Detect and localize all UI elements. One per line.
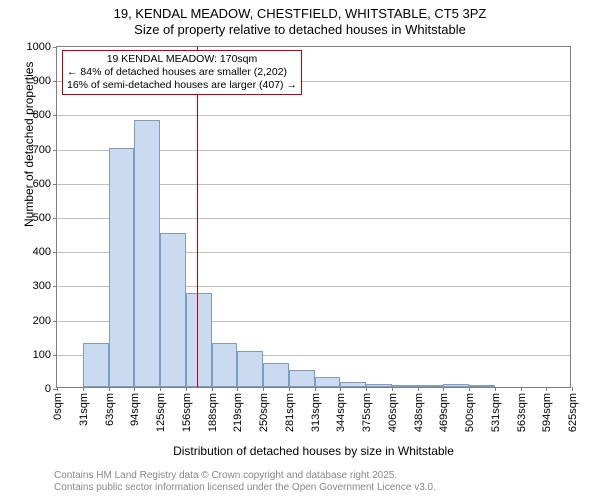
histogram-bar — [237, 351, 263, 387]
ytick-mark — [53, 286, 57, 287]
xtick-label: 219sqm — [232, 393, 244, 432]
xtick-mark — [495, 387, 496, 391]
ytick-label: 1000 — [27, 41, 51, 53]
ytick-mark — [53, 115, 57, 116]
xtick-label: 594sqm — [541, 393, 553, 432]
xtick-mark — [366, 387, 367, 391]
ytick-mark — [53, 81, 57, 82]
histogram-bar — [83, 343, 109, 387]
xtick-label: 281sqm — [284, 393, 296, 432]
xtick-label: 531sqm — [490, 393, 502, 432]
xtick-label: 188sqm — [207, 393, 219, 432]
ytick-label: 200 — [33, 315, 51, 327]
xtick-mark — [315, 387, 316, 391]
xtick-mark — [340, 387, 341, 391]
xtick-mark — [83, 387, 84, 391]
ytick-mark — [53, 321, 57, 322]
histogram-bar — [134, 120, 160, 387]
xtick-mark — [443, 387, 444, 391]
gridline — [57, 115, 570, 116]
ytick-mark — [53, 218, 57, 219]
xtick-mark — [289, 387, 290, 391]
xtick-label: 31sqm — [78, 393, 90, 426]
annotation-line: 16% of semi-detached houses are larger (… — [67, 79, 297, 92]
histogram-bar — [366, 384, 392, 387]
ytick-label: 0 — [45, 383, 51, 395]
xtick-mark — [546, 387, 547, 391]
page-title-address: 19, KENDAL MEADOW, CHESTFIELD, WHITSTABL… — [0, 6, 600, 22]
ytick-mark — [53, 150, 57, 151]
xtick-mark — [418, 387, 419, 391]
footer-line1: Contains HM Land Registry data © Crown c… — [54, 470, 436, 482]
marker-line — [197, 47, 198, 387]
x-axis-title: Distribution of detached houses by size … — [56, 444, 571, 458]
xtick-label: 156sqm — [181, 393, 193, 432]
xtick-label: 344sqm — [335, 393, 347, 432]
xtick-label: 563sqm — [516, 393, 528, 432]
ytick-label: 100 — [33, 349, 51, 361]
xtick-mark — [212, 387, 213, 391]
xtick-label: 438sqm — [413, 393, 425, 432]
histogram-bar — [418, 385, 444, 387]
xtick-mark — [186, 387, 187, 391]
xtick-mark — [109, 387, 110, 391]
xtick-label: 469sqm — [438, 393, 450, 432]
marker-annotation: 19 KENDAL MEADOW: 170sqm← 84% of detache… — [62, 50, 302, 95]
xtick-mark — [57, 387, 58, 391]
annotation-line: ← 84% of detached houses are smaller (2,… — [67, 66, 297, 79]
histogram-bar — [186, 293, 212, 387]
histogram-bar — [340, 382, 366, 387]
xtick-mark — [572, 387, 573, 391]
histogram-bar — [443, 384, 469, 387]
ytick-mark — [53, 47, 57, 48]
histogram-bar — [392, 385, 418, 387]
xtick-label: 500sqm — [464, 393, 476, 432]
histogram-bar — [315, 377, 341, 387]
xtick-label: 625sqm — [567, 393, 579, 432]
ytick-mark — [53, 355, 57, 356]
xtick-label: 0sqm — [52, 393, 64, 420]
xtick-mark — [160, 387, 161, 391]
xtick-mark — [263, 387, 264, 391]
ytick-label: 400 — [33, 246, 51, 258]
histogram-bar — [289, 370, 315, 387]
xtick-label: 125sqm — [155, 393, 167, 432]
xtick-label: 375sqm — [361, 393, 373, 432]
xtick-mark — [237, 387, 238, 391]
histogram-bar — [212, 343, 238, 387]
ytick-mark — [53, 184, 57, 185]
footer-attribution: Contains HM Land Registry data © Crown c… — [54, 470, 436, 494]
y-axis-title: Number of detached properties — [22, 207, 36, 227]
xtick-mark — [469, 387, 470, 391]
xtick-mark — [521, 387, 522, 391]
xtick-mark — [392, 387, 393, 391]
histogram-bar — [109, 148, 135, 387]
histogram-bar — [469, 385, 495, 387]
footer-line2: Contains public sector information licen… — [54, 482, 436, 494]
xtick-label: 250sqm — [258, 393, 270, 432]
histogram-bar — [160, 233, 186, 387]
xtick-mark — [134, 387, 135, 391]
xtick-label: 94sqm — [129, 393, 141, 426]
annotation-line: 19 KENDAL MEADOW: 170sqm — [67, 53, 297, 66]
ytick-mark — [53, 252, 57, 253]
ytick-label: 300 — [33, 280, 51, 292]
xtick-label: 313sqm — [310, 393, 322, 432]
xtick-label: 63sqm — [104, 393, 116, 426]
histogram-bar — [263, 363, 289, 387]
xtick-label: 406sqm — [387, 393, 399, 432]
histogram-plot: 010020030040050060070080090010000sqm31sq… — [56, 46, 571, 388]
page-title-sub: Size of property relative to detached ho… — [0, 22, 600, 38]
